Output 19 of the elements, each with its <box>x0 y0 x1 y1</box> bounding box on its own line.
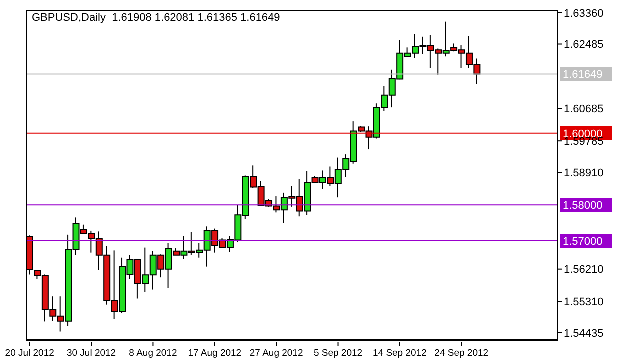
y-tick-label: 1.56210 <box>564 264 604 276</box>
x-tick-label: 30 Jul 2012 <box>66 348 116 359</box>
y-tick-label: 1.63360 <box>564 8 604 20</box>
y-tick-label: 1.54435 <box>564 328 604 340</box>
x-tick-label: 20 Jul 2012 <box>5 348 54 359</box>
y-tick-label: 1.60685 <box>564 104 604 116</box>
x-tick-label: 24 Sep 2012 <box>434 348 489 359</box>
ref-line-label: 1.61649 <box>563 69 603 82</box>
x-tick-label: 5 Sep 2012 <box>314 348 363 359</box>
y-tick-label: 1.58910 <box>564 167 604 180</box>
x-tick-label: 8 Aug 2012 <box>129 348 178 359</box>
y-tick-label: 1.62485 <box>564 39 604 52</box>
ref-line-label: 1.58000 <box>563 200 603 212</box>
x-tick-label: 17 Aug 2012 <box>188 348 242 359</box>
ref-line-label: 1.57000 <box>563 236 603 248</box>
chart-title: GBPUSD,Daily 1.61908 1.62081 1.61365 1.61649 <box>32 12 280 24</box>
x-tick-label: 27 Aug 2012 <box>250 348 304 359</box>
y-tick-label: 1.55310 <box>564 296 604 309</box>
x-tick-label: 14 Sep 2012 <box>372 348 427 359</box>
